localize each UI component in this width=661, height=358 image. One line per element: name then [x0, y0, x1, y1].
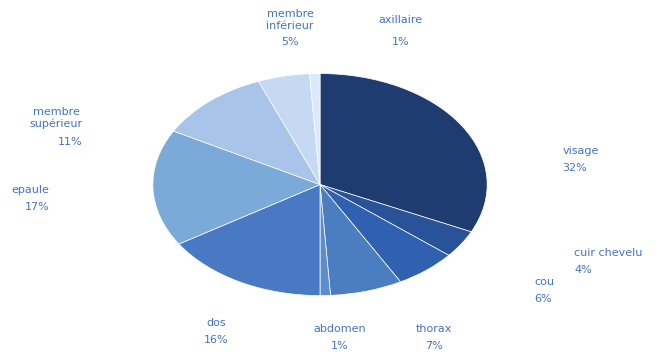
- Text: membre
inférieur: membre inférieur: [266, 9, 314, 31]
- Text: epaule: epaule: [11, 185, 50, 195]
- Text: 11%: 11%: [58, 137, 83, 147]
- Text: axillaire: axillaire: [378, 15, 422, 25]
- Text: visage: visage: [563, 146, 599, 156]
- Text: 5%: 5%: [281, 38, 299, 48]
- Text: dos: dos: [207, 318, 226, 328]
- Wedge shape: [320, 73, 487, 232]
- Wedge shape: [320, 185, 330, 296]
- Text: 1%: 1%: [391, 38, 409, 48]
- Text: 32%: 32%: [563, 163, 587, 173]
- Wedge shape: [309, 73, 320, 185]
- Wedge shape: [320, 185, 449, 282]
- Text: 1%: 1%: [331, 340, 349, 350]
- Wedge shape: [153, 131, 320, 244]
- Wedge shape: [179, 185, 320, 296]
- Text: membre
supérieur: membre supérieur: [30, 107, 83, 129]
- Text: 7%: 7%: [425, 340, 443, 350]
- Wedge shape: [258, 74, 320, 185]
- Text: 16%: 16%: [204, 335, 229, 345]
- Text: abdomen: abdomen: [314, 324, 366, 334]
- Wedge shape: [320, 185, 401, 295]
- Text: cou: cou: [534, 277, 554, 287]
- Text: cuir chevelu: cuir chevelu: [574, 248, 642, 258]
- Wedge shape: [320, 185, 471, 255]
- Text: thorax: thorax: [416, 324, 452, 334]
- Wedge shape: [174, 81, 320, 185]
- Text: 6%: 6%: [534, 294, 551, 304]
- Text: 17%: 17%: [24, 202, 50, 212]
- Text: 4%: 4%: [574, 265, 592, 275]
